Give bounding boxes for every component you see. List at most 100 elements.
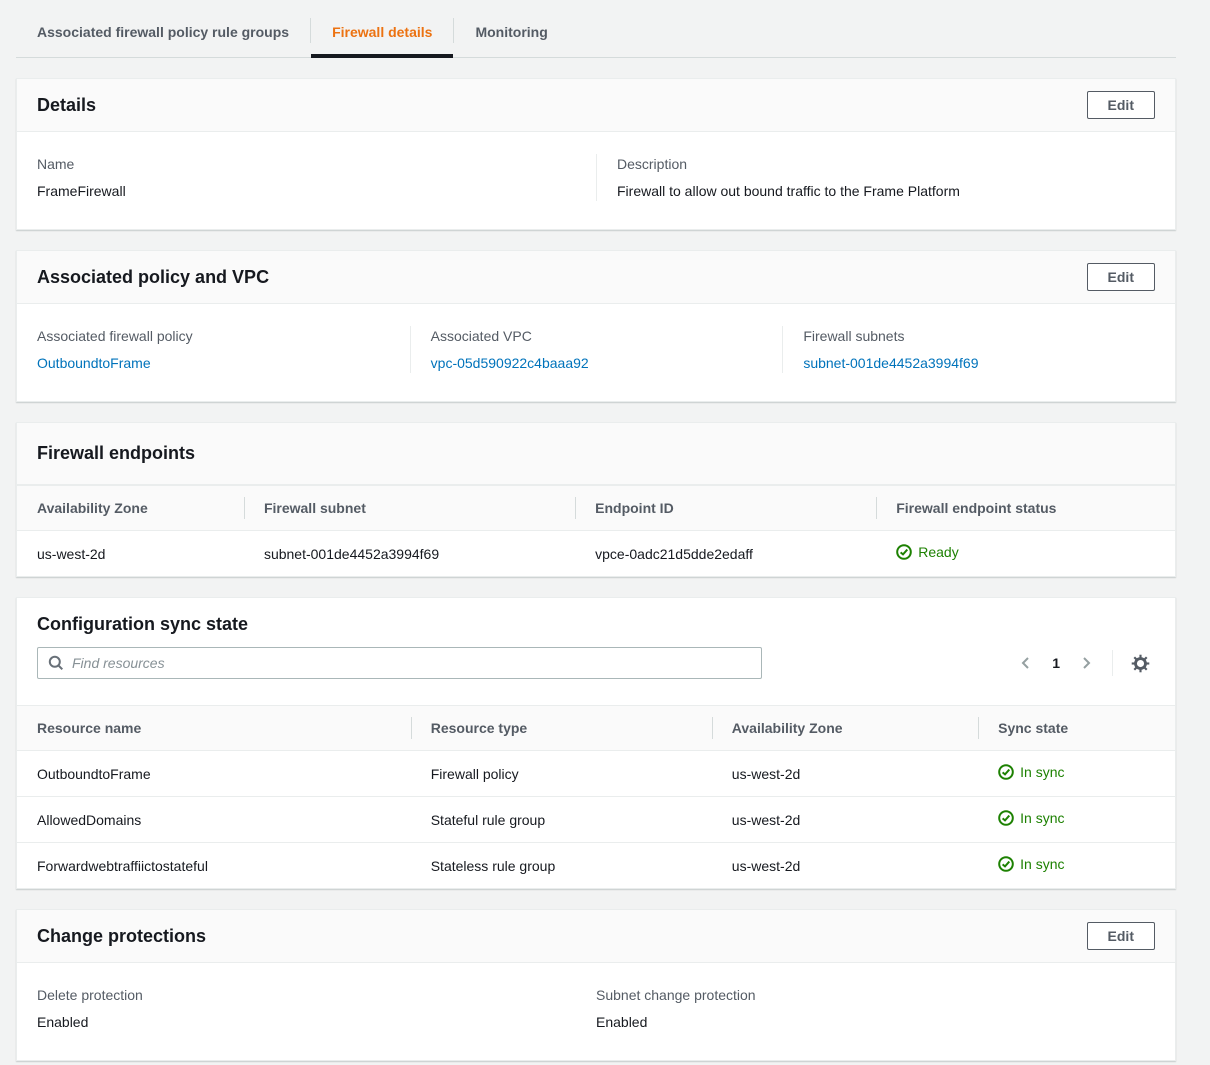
column-header-availability-zone: Availability Zone [17,486,244,531]
associated-policy-edit-button[interactable]: Edit [1087,263,1155,291]
previous-page-button[interactable] [1012,649,1040,677]
cell-availability-zone: us-west-2d [712,797,978,843]
tab-label: Associated firewall policy rule groups [37,24,289,40]
column-header-endpoint-status: Firewall endpoint status [876,486,1175,531]
tab-label: Firewall details [332,24,432,40]
field-associated-firewall-policy: Associated firewall policy OutboundtoFra… [37,326,410,373]
column-header-firewall-subnet: Firewall subnet [244,486,575,531]
check-circle-icon [998,764,1014,780]
associated-policy-vpc-body: Associated firewall policy OutboundtoFra… [17,304,1175,401]
configuration-sync-state-header: Configuration sync state 1 [17,598,1175,705]
toolbar-divider [1112,650,1113,676]
panel-title: Associated policy and VPC [37,267,269,288]
cell-resource-name: OutboundtoFrame [17,751,411,797]
column-header-resource-name: Resource name [17,706,411,751]
field-associated-vpc: Associated VPC vpc-05d590922c4baaa92 [410,326,783,373]
page-number[interactable]: 1 [1044,655,1068,671]
status-badge: In sync [998,856,1064,872]
change-protections-edit-button[interactable]: Edit [1087,922,1155,950]
table-row: us-west-2d subnet-001de4452a3994f69 vpce… [17,531,1175,577]
chevron-right-icon [1078,655,1094,671]
firewall-endpoints-panel: Firewall endpoints Availability Zone Fir… [16,422,1176,577]
associated-policy-vpc-header: Associated policy and VPC Edit [17,251,1175,304]
field-label: Associated VPC [431,326,763,346]
status-text: In sync [1020,810,1064,826]
pagination: 1 [1012,648,1155,678]
associated-policy-vpc-panel: Associated policy and VPC Edit Associate… [16,250,1176,402]
cell-sync-state: In sync [978,797,1175,843]
field-subnet-change-protection: Subnet change protection Enabled [596,985,1155,1032]
vpc-link[interactable]: vpc-05d590922c4baaa92 [431,353,589,373]
field-label: Subnet change protection [596,985,1135,1005]
tab-bar: Associated firewall policy rule groups F… [16,6,1176,58]
table-header-row: Resource name Resource type Availability… [17,706,1175,751]
change-protections-header: Change protections Edit [17,910,1175,963]
cell-endpoint-id: vpce-0adc21d5dde2edaff [575,531,876,577]
search-input[interactable] [72,655,751,671]
panel-title: Change protections [37,926,206,947]
chevron-left-icon [1018,655,1034,671]
cell-resource-name: AllowedDomains [17,797,411,843]
check-circle-icon [896,544,912,560]
field-value: Firewall to allow out bound traffic to t… [617,181,1135,201]
panel-title: Details [37,95,96,116]
preferences-button[interactable] [1125,648,1155,678]
field-label: Delete protection [37,985,576,1005]
field-name: Name FrameFirewall [37,154,596,201]
change-protections-panel: Change protections Edit Delete protectio… [16,909,1176,1061]
firewall-policy-link[interactable]: OutboundtoFrame [37,353,151,373]
field-firewall-subnets: Firewall subnets subnet-001de4452a3994f6… [782,326,1155,373]
cell-resource-name: Forwardwebtraffiictostateful [17,843,411,889]
tab-label: Monitoring [475,24,547,40]
status-text: Ready [918,544,958,560]
cell-availability-zone: us-west-2d [712,843,978,889]
field-delete-protection: Delete protection Enabled [37,985,596,1032]
search-icon [48,655,64,671]
cell-firewall-subnet: subnet-001de4452a3994f69 [244,531,575,577]
details-panel-header: Details Edit [17,79,1175,132]
column-header-sync-state: Sync state [978,706,1175,751]
table-header-row: Availability Zone Firewall subnet Endpoi… [17,486,1175,531]
panel-title: Configuration sync state [37,614,1155,635]
details-panel: Details Edit Name FrameFirewall Descript… [16,78,1176,230]
cell-resource-type: Stateless rule group [411,843,712,889]
cell-resource-type: Stateful rule group [411,797,712,843]
status-text: In sync [1020,856,1064,872]
field-label: Description [617,154,1135,174]
gear-icon [1131,654,1150,673]
status-badge: In sync [998,764,1064,780]
column-header-resource-type: Resource type [411,706,712,751]
tab-associated-rule-groups[interactable]: Associated firewall policy rule groups [16,6,310,57]
field-label: Firewall subnets [803,326,1135,346]
firewall-endpoints-header: Firewall endpoints [17,423,1175,485]
table-row: Forwardwebtraffiictostateful Stateless r… [17,843,1175,889]
cell-availability-zone: us-west-2d [712,751,978,797]
field-label: Associated firewall policy [37,326,390,346]
check-circle-icon [998,856,1014,872]
next-page-button[interactable] [1072,649,1100,677]
table-row: AllowedDomains Stateful rule group us-we… [17,797,1175,843]
column-header-availability-zone: Availability Zone [712,706,978,751]
panel-title: Firewall endpoints [37,443,195,464]
search-box[interactable] [37,647,762,679]
field-value: Enabled [37,1012,576,1032]
firewall-details-page: Associated firewall policy rule groups F… [0,6,1210,1065]
tab-firewall-details[interactable]: Firewall details [311,6,453,57]
column-header-endpoint-id: Endpoint ID [575,486,876,531]
details-edit-button[interactable]: Edit [1087,91,1155,119]
status-badge: In sync [998,810,1064,826]
cell-resource-type: Firewall policy [411,751,712,797]
tab-monitoring[interactable]: Monitoring [454,6,568,57]
change-protections-body: Delete protection Enabled Subnet change … [17,963,1175,1060]
cell-endpoint-status: Ready [876,531,1175,577]
field-label: Name [37,154,576,174]
status-text: In sync [1020,764,1064,780]
cell-sync-state: In sync [978,751,1175,797]
table-toolbar: 1 [37,647,1155,693]
configuration-sync-state-panel: Configuration sync state 1 [16,597,1176,889]
subnet-link[interactable]: subnet-001de4452a3994f69 [803,353,978,373]
field-description: Description Firewall to allow out bound … [596,154,1155,201]
field-value: FrameFirewall [37,181,576,201]
details-panel-body: Name FrameFirewall Description Firewall … [17,132,1175,229]
cell-sync-state: In sync [978,843,1175,889]
